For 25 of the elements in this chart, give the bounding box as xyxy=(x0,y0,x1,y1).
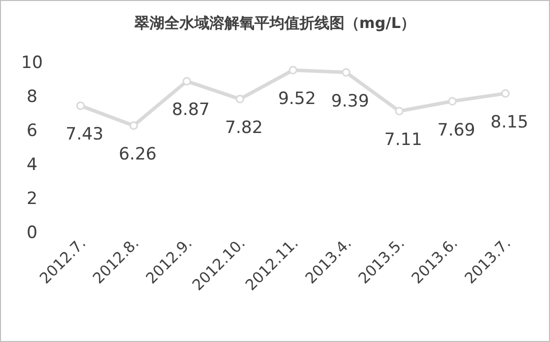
point xyxy=(236,94,244,104)
data-label: 6.26 xyxy=(118,144,157,165)
y-tick-label: 10 xyxy=(21,53,43,73)
y-tick-label: 6 xyxy=(26,121,38,141)
point xyxy=(76,101,85,110)
data-label: 9.39 xyxy=(331,91,370,112)
data-label: 7.11 xyxy=(384,130,422,150)
data-label: 7.69 xyxy=(437,120,476,140)
point xyxy=(129,121,138,130)
data-label: 7.82 xyxy=(224,118,263,138)
point xyxy=(448,97,457,106)
data-label: 7.43 xyxy=(66,124,104,145)
data-label: 8.87 xyxy=(172,100,210,120)
point xyxy=(182,76,192,86)
data-label: 8.15 xyxy=(490,112,528,132)
y-tick-label: 0 xyxy=(26,223,38,243)
y-tick-label: 2 xyxy=(26,189,38,209)
y-tick-label: 8 xyxy=(26,87,38,107)
chart-title: 翠湖全水域溶解氧平均值折线图（mg/L） xyxy=(133,14,416,32)
point xyxy=(501,89,510,98)
point xyxy=(394,106,404,116)
data-label: 9.52 xyxy=(278,89,316,110)
y-tick-label: 4 xyxy=(26,155,38,175)
point xyxy=(288,66,298,74)
point xyxy=(342,68,350,77)
